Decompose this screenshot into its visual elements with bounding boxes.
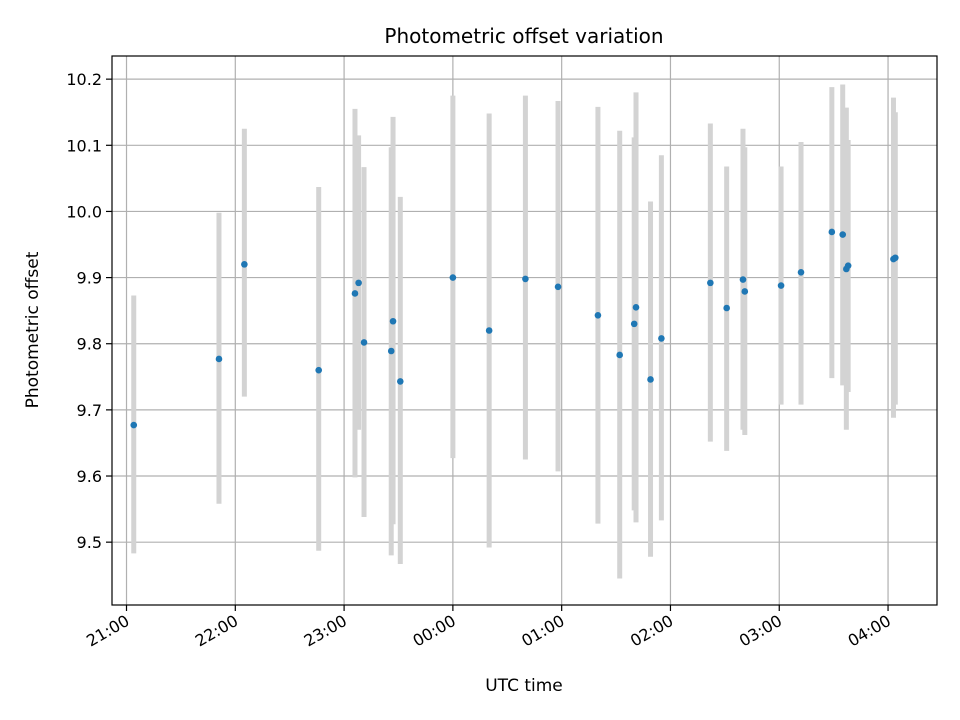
data-point [387, 347, 395, 355]
data-point [632, 304, 640, 311]
y-tick-label: 10.1 [66, 136, 102, 155]
data-point [351, 290, 359, 297]
data-point [554, 283, 562, 291]
y-axis: 9.5 9.6 9.7 9.8 9.9 10.0 10.1 10.2 [66, 70, 112, 552]
data-point [658, 335, 665, 342]
data-point [777, 282, 785, 289]
data-point [797, 268, 805, 276]
data-point [215, 355, 223, 363]
y-tick-label: 9.5 [77, 533, 102, 552]
data-points [130, 228, 899, 429]
data-point [130, 421, 138, 429]
y-tick-label: 9.9 [77, 269, 102, 288]
y-axis-label: Photometric offset [23, 251, 43, 408]
data-point [485, 327, 493, 334]
data-point [630, 320, 638, 328]
y-tick-label: 10.0 [66, 202, 102, 221]
data-point [355, 279, 362, 287]
data-point [739, 276, 747, 283]
data-point [647, 376, 654, 383]
data-point [741, 288, 749, 295]
y-tick-label: 9.8 [77, 335, 102, 354]
data-point [360, 339, 368, 346]
data-point [522, 275, 529, 283]
chart-title: Photometric offset variation [384, 24, 663, 48]
x-axis-label: UTC time [485, 676, 563, 696]
data-point [839, 231, 847, 238]
data-point [844, 262, 852, 269]
data-point [241, 261, 248, 268]
data-point [396, 378, 404, 385]
plot-frame [111, 55, 938, 606]
data-point [616, 351, 623, 359]
y-tick-label: 9.6 [77, 467, 102, 486]
data-point [891, 254, 899, 262]
data-point [389, 317, 397, 325]
data-point [723, 304, 730, 312]
data-point [828, 228, 836, 236]
y-tick-label: 9.7 [77, 401, 102, 420]
data-point [707, 279, 714, 287]
y-tick-label: 10.2 [66, 70, 102, 89]
data-point [315, 366, 323, 374]
data-point [449, 274, 457, 281]
data-point [594, 311, 602, 319]
